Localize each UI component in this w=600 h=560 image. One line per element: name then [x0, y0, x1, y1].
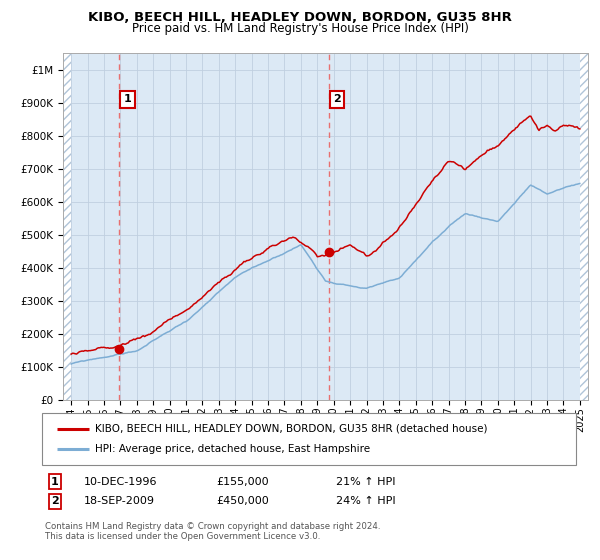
Text: 24% ↑ HPI: 24% ↑ HPI — [336, 496, 395, 506]
Text: 1: 1 — [51, 477, 59, 487]
Bar — [63, 53, 71, 400]
Text: 18-SEP-2009: 18-SEP-2009 — [84, 496, 155, 506]
Text: £450,000: £450,000 — [216, 496, 269, 506]
Text: £155,000: £155,000 — [216, 477, 269, 487]
Text: 2: 2 — [333, 95, 341, 105]
Text: Price paid vs. HM Land Registry's House Price Index (HPI): Price paid vs. HM Land Registry's House … — [131, 22, 469, 35]
Text: Contains HM Land Registry data © Crown copyright and database right 2024.
This d: Contains HM Land Registry data © Crown c… — [45, 522, 380, 542]
Text: 10-DEC-1996: 10-DEC-1996 — [84, 477, 157, 487]
Text: 1: 1 — [124, 95, 131, 105]
Text: KIBO, BEECH HILL, HEADLEY DOWN, BORDON, GU35 8HR: KIBO, BEECH HILL, HEADLEY DOWN, BORDON, … — [88, 11, 512, 24]
Bar — [580, 53, 588, 400]
Text: KIBO, BEECH HILL, HEADLEY DOWN, BORDON, GU35 8HR (detached house): KIBO, BEECH HILL, HEADLEY DOWN, BORDON, … — [95, 424, 487, 434]
Text: 2: 2 — [51, 496, 59, 506]
Text: HPI: Average price, detached house, East Hampshire: HPI: Average price, detached house, East… — [95, 444, 370, 454]
Text: 21% ↑ HPI: 21% ↑ HPI — [336, 477, 395, 487]
